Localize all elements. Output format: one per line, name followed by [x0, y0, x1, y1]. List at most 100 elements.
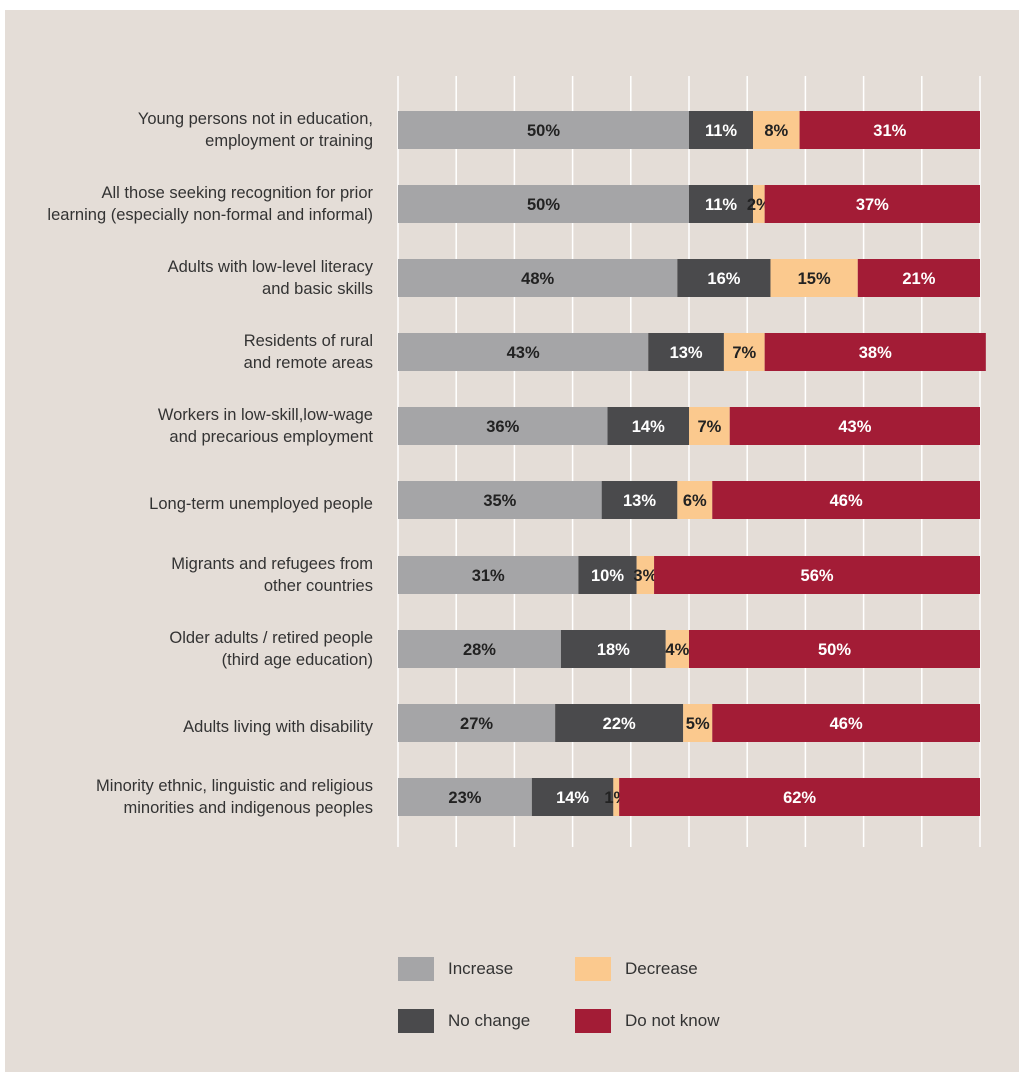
bar-segment: [648, 333, 724, 371]
data-label: 31%: [873, 122, 906, 140]
category-label: Adults living with disability: [183, 718, 373, 736]
legend-label: No change: [448, 1011, 531, 1030]
bar-segment: [677, 481, 713, 519]
bar-segment: [398, 407, 608, 445]
legend-item: Increase: [398, 957, 513, 981]
category-label: Long-term unemployed people: [149, 495, 373, 513]
legend-swatch: [575, 1009, 611, 1033]
bar-segment: [683, 704, 713, 742]
bar-segment: [723, 333, 765, 371]
bar-segment: [398, 704, 556, 742]
bar-segment: [560, 630, 666, 668]
legend-label: Increase: [448, 959, 514, 978]
legend-label: Do not know: [625, 1011, 720, 1030]
bar-segment: [398, 111, 689, 149]
bar-segment: [799, 111, 980, 149]
bar-segment: [398, 630, 561, 668]
legend-item: No change: [398, 1009, 530, 1033]
legend-item: Do not know: [575, 1009, 720, 1033]
data-label: 48%: [521, 270, 554, 288]
data-label: 46%: [830, 715, 863, 733]
data-label: 6%: [683, 492, 707, 510]
bar-segment: [689, 630, 980, 668]
data-label: 27%: [460, 715, 493, 733]
data-label: 13%: [623, 492, 656, 510]
bar-segment: [665, 630, 689, 668]
bar-segment: [601, 481, 678, 519]
bar-segment: [729, 407, 980, 445]
data-label: 13%: [670, 344, 703, 362]
bar-segment: [398, 185, 689, 223]
bar-segment: [578, 556, 637, 594]
data-label: 10%: [591, 567, 624, 585]
data-label: 43%: [507, 344, 540, 362]
data-label: 8%: [764, 122, 788, 140]
bar-segment: [613, 778, 620, 816]
bar-segment: [857, 259, 980, 297]
data-label: 3%: [633, 567, 657, 585]
data-label: 31%: [472, 567, 505, 585]
category-label: Residents of rural and remote areas: [243, 332, 373, 372]
bar-segment: [764, 185, 980, 223]
bar-segment: [531, 778, 614, 816]
data-label: 7%: [697, 418, 721, 436]
data-label: 37%: [856, 196, 889, 214]
data-label: 28%: [463, 641, 496, 659]
data-label: 11%: [705, 122, 737, 140]
bar-segment: [398, 778, 532, 816]
data-label: 14%: [632, 418, 665, 436]
legend-swatch: [398, 1009, 434, 1033]
data-label: 21%: [902, 270, 935, 288]
data-label: 50%: [527, 196, 560, 214]
category-label: Adults with low-level literacy and basic…: [167, 258, 373, 298]
category-label: Migrants and refugees from other countri…: [171, 555, 373, 595]
legend-swatch: [575, 957, 611, 981]
bar-segment: [712, 481, 980, 519]
legend-label: Decrease: [625, 959, 698, 978]
bar-segment: [753, 185, 765, 223]
bar-segment: [712, 704, 980, 742]
data-label: 14%: [556, 789, 589, 807]
data-label: 23%: [448, 789, 481, 807]
bar-segment: [619, 778, 980, 816]
data-label: 16%: [707, 270, 740, 288]
bar-segment: [398, 556, 579, 594]
data-label: 5%: [686, 715, 710, 733]
bar-segment: [753, 111, 800, 149]
bar-segment: [764, 333, 986, 371]
bar-segment: [636, 556, 655, 594]
data-label: 36%: [486, 418, 519, 436]
data-label: 46%: [830, 492, 863, 510]
bar-segment: [555, 704, 684, 742]
data-label: 50%: [818, 641, 851, 659]
category-label: Minority ethnic, linguistic and religiou…: [96, 777, 373, 817]
bar-segment: [398, 481, 602, 519]
legend-swatch: [398, 957, 434, 981]
data-label: 11%: [705, 196, 737, 214]
bar-segment: [398, 259, 678, 297]
data-label: 38%: [859, 344, 892, 362]
category-label: Workers in low-skill,low-wage and precar…: [157, 406, 373, 446]
bar-segment: [654, 556, 980, 594]
data-label: 15%: [798, 270, 831, 288]
bar-segment: [398, 333, 649, 371]
data-label: 18%: [597, 641, 630, 659]
category-label: All those seeking recognition for prior …: [47, 184, 373, 224]
data-label: 4%: [665, 641, 689, 659]
category-label: Older adults / retired people (third age…: [169, 629, 373, 669]
data-label: 43%: [838, 418, 871, 436]
bar-segment: [689, 407, 730, 445]
data-label: 62%: [783, 789, 816, 807]
bar-segment: [689, 111, 754, 149]
legend-item: Decrease: [575, 957, 698, 981]
category-label: Young persons not in education, employme…: [137, 110, 373, 150]
bar-segment: [607, 407, 689, 445]
data-label: 7%: [732, 344, 756, 362]
data-label: 56%: [801, 567, 834, 585]
bar-segment: [689, 185, 754, 223]
data-label: 35%: [483, 492, 516, 510]
data-label: 22%: [603, 715, 636, 733]
bar-segment: [677, 259, 771, 297]
data-label: 50%: [527, 122, 560, 140]
